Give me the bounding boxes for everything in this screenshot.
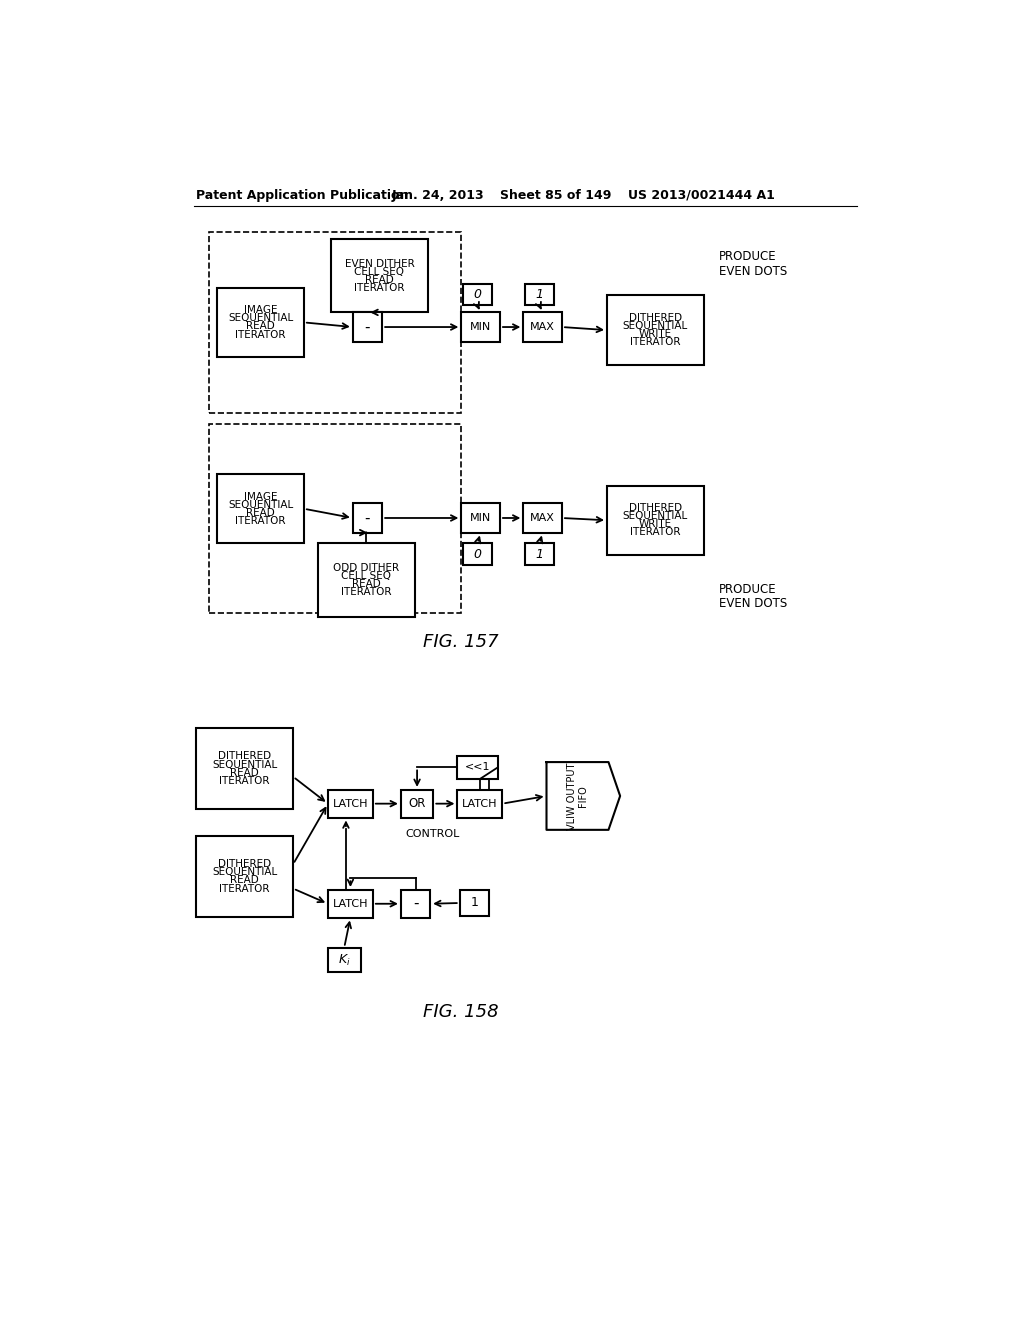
- Bar: [317, 544, 415, 616]
- Text: SEQUENTIAL: SEQUENTIAL: [623, 321, 688, 331]
- Text: WRITE: WRITE: [639, 329, 672, 339]
- Text: SEQUENTIAL: SEQUENTIAL: [212, 759, 278, 770]
- Bar: [460, 890, 489, 916]
- Text: CELL SEQ: CELL SEQ: [354, 267, 404, 277]
- Text: IMAGE: IMAGE: [244, 491, 278, 502]
- Text: ITERATOR: ITERATOR: [354, 282, 404, 293]
- Bar: [463, 544, 493, 565]
- Text: CELL SEQ: CELL SEQ: [341, 572, 391, 581]
- Text: ITERATOR: ITERATOR: [341, 587, 391, 597]
- Text: ITERATOR: ITERATOR: [630, 528, 681, 537]
- Text: READ: READ: [352, 579, 381, 589]
- Text: VLIW OUTPUT
FIFO: VLIW OUTPUT FIFO: [566, 762, 589, 830]
- Text: WRITE: WRITE: [639, 519, 672, 529]
- Text: LATCH: LATCH: [333, 899, 369, 908]
- Text: Patent Application Publication: Patent Application Publication: [197, 189, 409, 202]
- Bar: [400, 890, 430, 917]
- Text: 1: 1: [536, 288, 544, 301]
- Text: 0: 0: [473, 548, 481, 561]
- Text: 0: 0: [473, 288, 481, 301]
- Text: DITHERED: DITHERED: [629, 503, 682, 513]
- Text: READ: READ: [246, 322, 274, 331]
- Text: Sheet 85 of 149: Sheet 85 of 149: [500, 189, 611, 202]
- Text: MIN: MIN: [470, 322, 492, 333]
- Text: DITHERED: DITHERED: [218, 859, 271, 870]
- Text: SEQUENTIAL: SEQUENTIAL: [228, 313, 293, 323]
- Bar: [607, 296, 703, 364]
- Text: 1: 1: [536, 548, 544, 561]
- Text: READ: READ: [230, 875, 259, 886]
- Text: ITERATOR: ITERATOR: [219, 883, 270, 894]
- Text: DITHERED: DITHERED: [218, 751, 271, 762]
- Text: MAX: MAX: [530, 513, 555, 523]
- Text: SEQUENTIAL: SEQUENTIAL: [623, 511, 688, 521]
- Text: READ: READ: [230, 768, 259, 777]
- Text: FIG. 158: FIG. 158: [424, 1003, 499, 1020]
- Text: LATCH: LATCH: [333, 799, 369, 809]
- Bar: [523, 503, 562, 533]
- Bar: [524, 284, 554, 305]
- Text: 1: 1: [470, 896, 478, 909]
- Text: IMAGE: IMAGE: [244, 305, 278, 315]
- Text: ITERATOR: ITERATOR: [219, 776, 270, 785]
- Text: READ: READ: [246, 508, 274, 517]
- Bar: [352, 313, 382, 342]
- Text: US 2013/0021444 A1: US 2013/0021444 A1: [628, 189, 775, 202]
- Text: <<1: <<1: [465, 763, 490, 772]
- Text: Jan. 24, 2013: Jan. 24, 2013: [391, 189, 484, 202]
- Bar: [523, 313, 562, 342]
- Bar: [458, 789, 503, 817]
- Text: EVEN DOTS: EVEN DOTS: [719, 597, 786, 610]
- Bar: [461, 503, 500, 533]
- Text: -: -: [365, 319, 371, 334]
- Text: EVEN DOTS: EVEN DOTS: [719, 265, 786, 279]
- Text: ITERATOR: ITERATOR: [630, 337, 681, 347]
- Bar: [607, 486, 703, 554]
- Text: SEQUENTIAL: SEQUENTIAL: [212, 867, 278, 878]
- Bar: [197, 729, 293, 809]
- Text: DITHERED: DITHERED: [629, 313, 682, 323]
- Text: PRODUCE: PRODUCE: [719, 583, 776, 597]
- Text: ITERATOR: ITERATOR: [236, 330, 286, 339]
- Text: ITERATOR: ITERATOR: [236, 516, 286, 525]
- Polygon shape: [547, 762, 621, 830]
- Bar: [463, 284, 493, 305]
- Bar: [328, 948, 360, 973]
- Bar: [197, 836, 293, 917]
- Text: MAX: MAX: [530, 322, 555, 333]
- Bar: [331, 239, 428, 313]
- Text: SEQUENTIAL: SEQUENTIAL: [228, 500, 293, 510]
- Bar: [328, 890, 373, 917]
- Bar: [524, 544, 554, 565]
- Bar: [217, 474, 304, 544]
- Bar: [209, 424, 461, 612]
- Text: MIN: MIN: [470, 513, 492, 523]
- Bar: [209, 231, 461, 412]
- Text: -: -: [413, 896, 418, 911]
- Text: PRODUCE: PRODUCE: [719, 251, 776, 264]
- Bar: [328, 789, 373, 817]
- Text: EVEN DITHER: EVEN DITHER: [345, 259, 415, 269]
- Bar: [458, 756, 498, 779]
- Text: LATCH: LATCH: [462, 799, 498, 809]
- Text: -: -: [365, 511, 371, 525]
- Text: $K_i$: $K_i$: [338, 953, 350, 968]
- Text: CONTROL: CONTROL: [406, 829, 460, 840]
- Text: ODD DITHER: ODD DITHER: [333, 562, 399, 573]
- Text: OR: OR: [409, 797, 426, 810]
- Bar: [400, 789, 433, 817]
- Text: FIG. 157: FIG. 157: [424, 634, 499, 651]
- Text: READ: READ: [366, 275, 394, 285]
- Bar: [352, 503, 382, 533]
- Bar: [461, 313, 500, 342]
- Bar: [217, 288, 304, 358]
